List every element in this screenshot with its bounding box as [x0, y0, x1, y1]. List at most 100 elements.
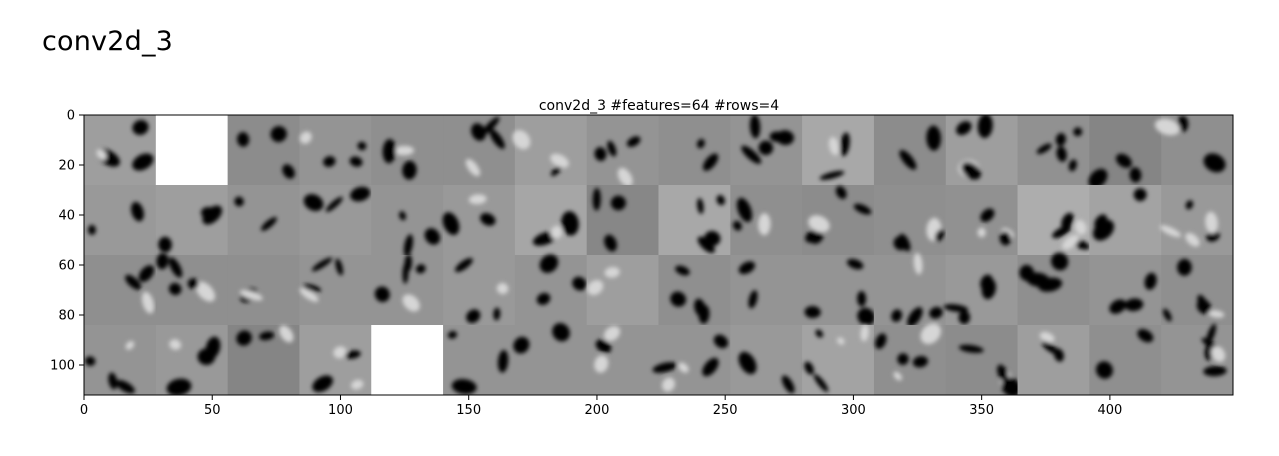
activation-blob [536, 292, 551, 305]
feature-tile [658, 185, 731, 256]
tile-activation-blobs [1109, 272, 1157, 314]
activation-blob [550, 165, 562, 177]
activation-blob [815, 329, 824, 338]
activation-blob [539, 254, 559, 273]
tile-activation-blobs [442, 194, 496, 235]
activation-blob [357, 141, 367, 151]
tile-activation-blobs [1201, 323, 1227, 377]
activation-blob [920, 323, 942, 345]
x-tick-label: 150 [456, 403, 481, 418]
activation-blob [403, 234, 414, 257]
activation-blob [587, 280, 604, 296]
activation-blob [670, 291, 687, 307]
activation-blob [893, 235, 909, 251]
tile-activation-blobs [943, 274, 996, 325]
tile-activation-blobs [166, 336, 221, 395]
activation-blob [837, 337, 845, 345]
activation-blob [741, 145, 762, 164]
feature-tile [945, 325, 1022, 395]
x-tick-label: 100 [328, 403, 353, 418]
tile-activation-blobs [1159, 200, 1220, 247]
activation-blob [813, 374, 829, 392]
feature-tile [371, 115, 444, 186]
feature-tile [155, 252, 229, 326]
activation-blob [1051, 252, 1069, 271]
activation-blob [1039, 331, 1055, 343]
feature-tile [371, 185, 444, 257]
tile-activation-blobs [804, 324, 869, 392]
tile-activation-blobs [956, 115, 993, 180]
activation-blob [1056, 146, 1067, 162]
activation-blob [1206, 230, 1220, 242]
feature-tile [1161, 323, 1233, 395]
feature-tile [227, 185, 300, 256]
feature-tile [943, 255, 1019, 326]
activation-blob [236, 330, 252, 346]
activation-blob [857, 307, 876, 326]
tile-activation-blobs [891, 252, 943, 327]
activation-blob [781, 375, 795, 394]
activation-blob [716, 195, 725, 206]
activation-blob [610, 195, 626, 211]
activation-blob [980, 208, 995, 222]
activation-blob [402, 160, 417, 180]
tile-activation-blobs [1095, 329, 1154, 379]
tile-activation-blobs [1036, 127, 1083, 172]
activation-blob [1062, 234, 1079, 250]
feature-tile [945, 185, 1019, 256]
tile-activation-blobs [382, 138, 417, 180]
activation-blob [96, 149, 107, 161]
activation-blob [168, 257, 183, 278]
feature-tile [155, 325, 229, 395]
activation-blob [156, 252, 169, 270]
activation-blob [493, 307, 501, 321]
activation-blob [595, 339, 612, 353]
activation-blob [738, 351, 757, 375]
feature-tile [514, 254, 588, 326]
feature-tile [802, 115, 875, 186]
feature-tile [227, 115, 300, 186]
activation-blob [202, 205, 223, 225]
activation-blob [471, 123, 486, 141]
activation-blob [1177, 258, 1192, 276]
axis-ticks: 0 50 100 150 200 250 300 350 400 0 20 40 60 80 100 [50, 109, 1122, 419]
tile-activation-blobs [652, 334, 729, 392]
activation-blob [496, 282, 509, 295]
tile-activation-blobs [738, 261, 758, 309]
activation-blob [617, 167, 633, 187]
tile-activation-blobs [237, 126, 295, 179]
x-tick-label: 300 [841, 403, 866, 418]
activation-blob [594, 147, 607, 162]
activation-blob [860, 324, 869, 342]
tile-background [1089, 255, 1162, 326]
activation-blob [846, 258, 864, 270]
feature-tile [371, 325, 444, 395]
activation-blob [958, 310, 971, 325]
tile-background [1017, 325, 1090, 395]
activation-blob [561, 211, 579, 236]
y-tick-label: 0 [67, 109, 75, 124]
activation-blob [857, 290, 867, 307]
activation-blob [125, 340, 135, 350]
feature-tile [442, 185, 516, 256]
activation-blob [1053, 348, 1064, 362]
activation-blob [1036, 143, 1052, 154]
activation-blob [977, 227, 986, 238]
activation-blob [943, 304, 969, 312]
activation-blob [958, 344, 984, 353]
tile-background [155, 255, 229, 326]
feature-tile [84, 255, 157, 326]
tile-background [84, 185, 157, 256]
tile-activation-blobs [234, 196, 277, 231]
activation-blob [603, 326, 621, 342]
feature-tile [586, 325, 659, 395]
activation-blob [84, 356, 96, 366]
activation-blob [1211, 346, 1226, 362]
tile-activation-blobs [738, 351, 795, 394]
feature-tile [1017, 115, 1090, 186]
feature-tile [155, 115, 229, 186]
activation-blob [115, 380, 135, 394]
activation-blob [704, 230, 721, 246]
y-tick-label: 80 [58, 309, 75, 324]
activation-blob [696, 138, 705, 149]
